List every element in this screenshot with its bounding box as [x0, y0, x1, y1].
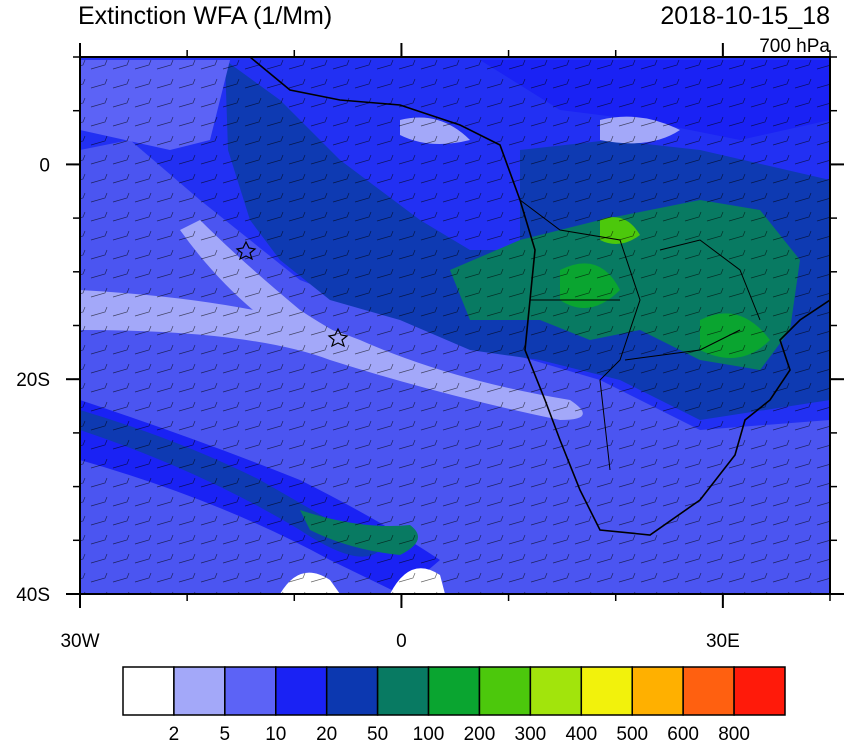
title: Extinction WFA (1/Mm)	[78, 2, 332, 30]
colorbar-box	[173, 666, 226, 716]
colorbar-box	[529, 666, 583, 716]
x-tick-label: 30W	[60, 631, 99, 652]
colorbar-label: 10	[265, 724, 286, 745]
colorbar-box	[275, 666, 328, 716]
colorbar-box	[631, 666, 684, 716]
colorbar-label: 800	[718, 724, 750, 745]
time: 2018-10-15_18	[660, 2, 830, 30]
map-field	[80, 57, 830, 594]
colorbar-box	[682, 666, 735, 716]
colorbar-box	[376, 666, 430, 716]
colorbar-label: 5	[220, 724, 231, 745]
colorbar-box	[122, 666, 175, 716]
colorbar-label: 2	[169, 724, 180, 745]
colorbar-label: 500	[616, 724, 648, 745]
colorbar-label: 100	[413, 724, 445, 745]
x-tick-label: 0	[396, 631, 407, 652]
colorbar-label: 300	[515, 724, 547, 745]
colorbar-box	[325, 666, 379, 716]
y-tick-label: 40S	[16, 585, 50, 606]
colorbar-label: 400	[565, 724, 597, 745]
colorbar-box	[733, 666, 786, 716]
colorbar-label: 50	[367, 724, 388, 745]
level: 700 hPa	[759, 36, 830, 57]
colorbar-box	[427, 666, 481, 716]
x-tick-label: 30E	[706, 631, 740, 652]
colorbar-box	[224, 666, 277, 716]
colorbar-box	[580, 666, 633, 716]
y-tick-label: 0	[39, 155, 50, 176]
colorbar-label: 600	[667, 724, 699, 745]
colorbar-label: 20	[316, 724, 337, 745]
y-tick-label: 20S	[16, 370, 50, 391]
colorbar-label: 200	[464, 724, 496, 745]
colorbar-box	[478, 666, 532, 716]
